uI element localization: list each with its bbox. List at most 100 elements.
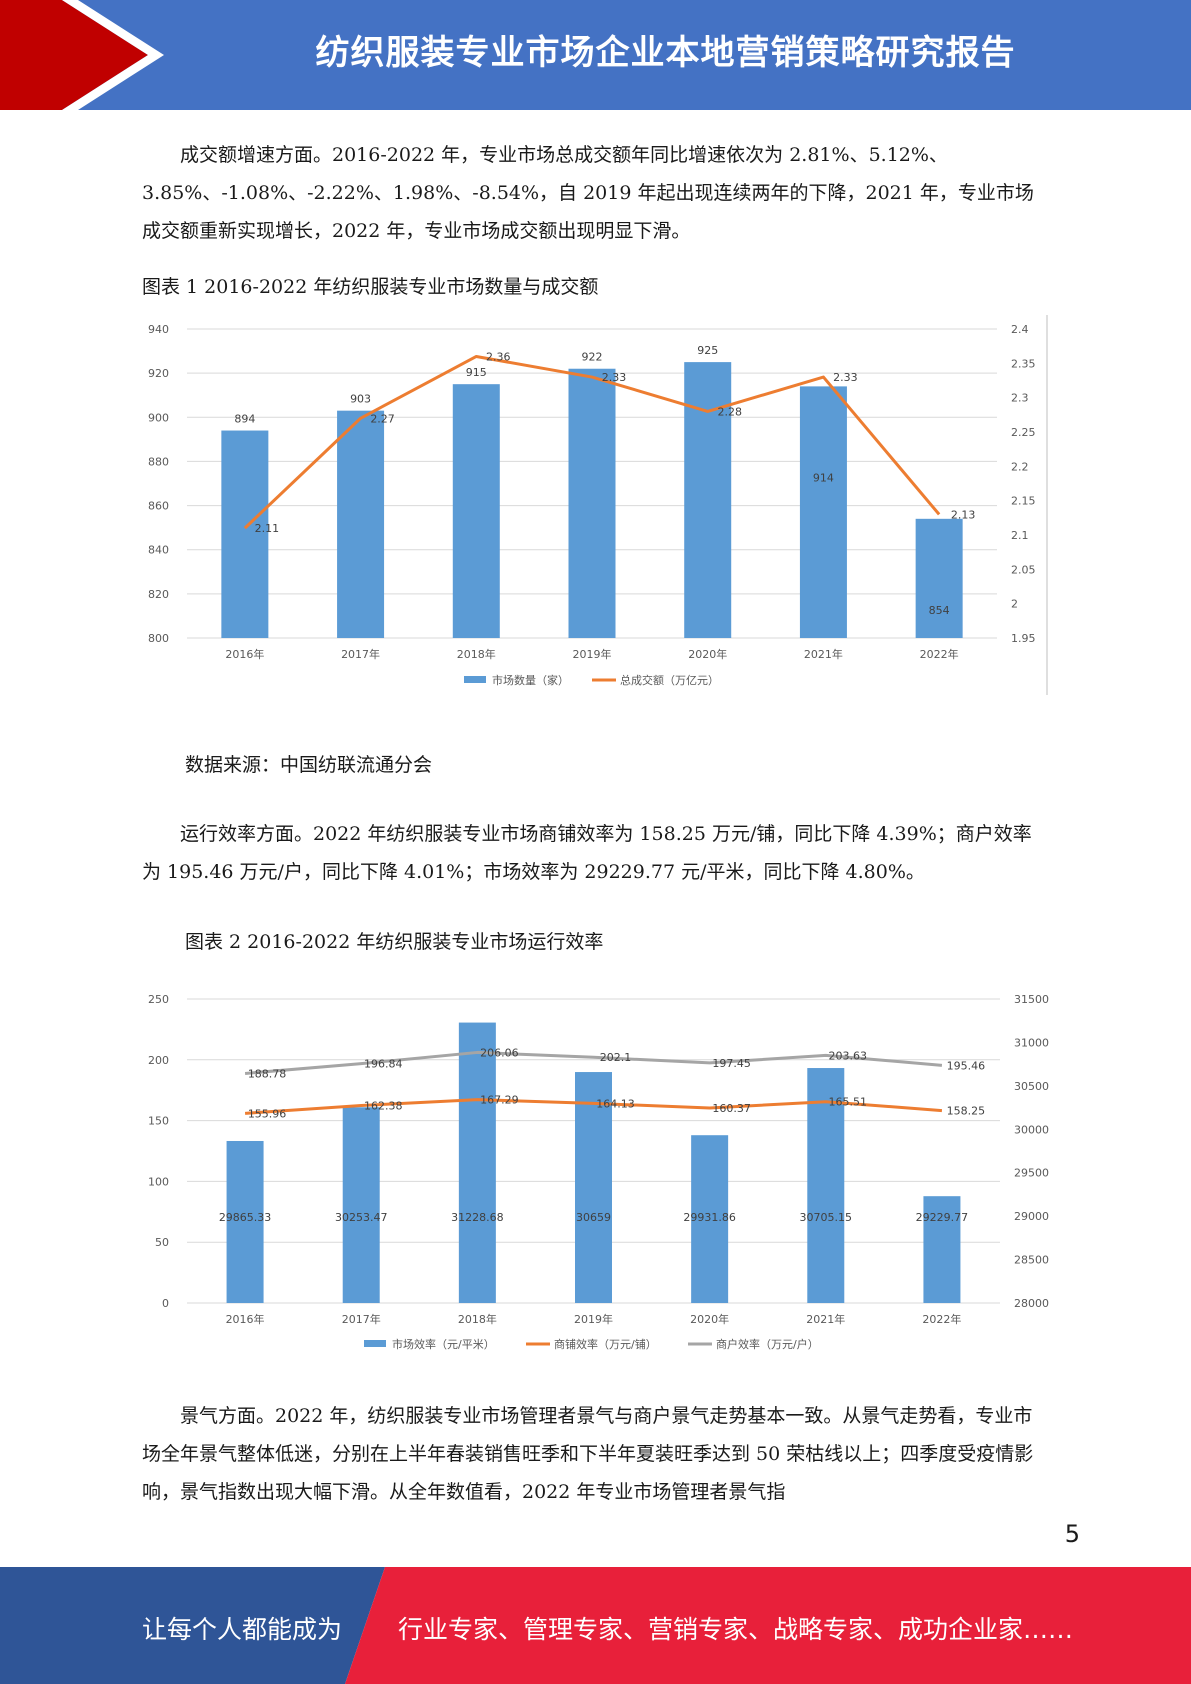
x-tick-label: 2016年 [225, 647, 264, 661]
bar-data-label: 29931.86 [683, 1211, 736, 1224]
y2-tick-label: 2.25 [1011, 426, 1036, 439]
x-tick-label: 2020年 [690, 1312, 729, 1326]
line-data-label: 158.25 [947, 1105, 986, 1118]
y2-tick-label: 2.4 [1011, 323, 1029, 336]
x-tick-label: 2018年 [458, 1312, 497, 1326]
bar-data-label: 30659 [576, 1211, 611, 1224]
x-tick-label: 2019年 [573, 647, 612, 661]
line-data-label: 162.38 [364, 1100, 403, 1113]
x-tick-label: 2018年 [457, 647, 496, 661]
footer-slogan-left: 让每个人都能成为 [142, 1615, 343, 1644]
y2-tick-label: 28000 [1014, 1297, 1049, 1310]
x-tick-label: 2020年 [688, 647, 727, 661]
bar [807, 1068, 845, 1303]
chart1-caption: 图表 1 2016-2022 年纺织服装专业市场数量与成交额 [142, 276, 599, 298]
y-tick-label: 250 [148, 993, 169, 1006]
bar-data-label: 30705.15 [800, 1211, 853, 1224]
bar [221, 430, 269, 638]
legend-label: 总成交额（万亿元） [620, 673, 719, 687]
y2-tick-label: 28500 [1014, 1254, 1049, 1267]
y2-tick-label: 2.2 [1011, 460, 1029, 473]
bar [923, 1196, 961, 1303]
bar [342, 1107, 380, 1303]
x-tick-label: 2017年 [342, 1312, 381, 1326]
x-tick-label: 2021年 [806, 1312, 845, 1326]
legend-label: 市场效率（元/平米） [392, 1337, 495, 1351]
y2-tick-label: 2.35 [1011, 357, 1036, 370]
page-footer [0, 1567, 1191, 1684]
bar [337, 410, 385, 638]
line-data-label: 167.29 [480, 1094, 519, 1107]
bar [452, 384, 500, 638]
bar-data-label: 894 [234, 413, 255, 426]
y-tick-label: 840 [148, 544, 169, 557]
y2-tick-label: 29500 [1014, 1167, 1049, 1180]
bar-data-label: 854 [929, 604, 950, 617]
line-data-label: 197.45 [712, 1057, 751, 1070]
line-data-label: 203.63 [829, 1049, 868, 1062]
header-title: 纺织服装专业市场企业本地营销策略研究报告 [315, 33, 1016, 73]
bar [799, 386, 847, 638]
line-data-label: 2.27 [370, 412, 395, 425]
x-tick-label: 2019年 [574, 1312, 613, 1326]
bar-data-label: 31228.68 [451, 1211, 504, 1224]
y2-tick-label: 31000 [1014, 1036, 1049, 1049]
chart2-svg: 0 50 100 150 200 250 28000 28500 29000 29500 30000… [148, 993, 1049, 1351]
bar [684, 362, 732, 638]
chart-operating-efficiency: 0 50 100 150 200 250 28000 28500 29000 29500 30000… [142, 985, 1052, 1360]
line-data-label: 160.37 [712, 1102, 751, 1115]
line-data-label: 165.51 [829, 1096, 868, 1109]
line-data-label: 195.46 [947, 1059, 986, 1072]
bar [568, 368, 616, 638]
bar [226, 1140, 264, 1303]
line-data-label: 196.84 [364, 1058, 403, 1071]
legend-label: 商户效率（万元/户） [716, 1337, 819, 1351]
line-data-label: 155.96 [248, 1107, 286, 1120]
series-line [243, 354, 941, 530]
line-data-label: 2.33 [833, 371, 858, 384]
line-data-label: 2.33 [602, 371, 627, 384]
y2-tick-label: 30500 [1014, 1080, 1049, 1093]
footer-background [0, 1567, 1191, 1684]
legend-swatch [464, 676, 486, 683]
y2-tick-label: 30000 [1014, 1123, 1049, 1136]
legend-label: 商铺效率（万元/铺） [554, 1337, 657, 1351]
line-data-label: 188.78 [248, 1067, 286, 1080]
bar [458, 1022, 496, 1303]
y2-tick-label: 2.15 [1011, 495, 1036, 508]
line-data-label: 2.13 [951, 508, 976, 521]
bar [575, 1072, 612, 1303]
series-line [244, 1050, 943, 1075]
y-tick-label: 820 [148, 588, 169, 601]
bar-data-label: 903 [350, 393, 371, 406]
x-tick-label: 2016年 [226, 1312, 265, 1326]
bar-data-label: 922 [582, 351, 603, 364]
paragraph-efficiency: 运行效率方面。2022 年纺织服装专业市场商铺效率为 158.25 万元/铺，同… [142, 823, 1032, 883]
y-tick-label: 0 [162, 1297, 169, 1310]
footer-slogan-right: 行业专家、管理专家、营销专家、战略专家、成功企业家…… [398, 1615, 1074, 1644]
line-data-label: 164.13 [596, 1097, 635, 1110]
x-tick-label: 2022年 [920, 647, 959, 661]
paragraph-growth: 成交额增速方面。2016-2022 年，专业市场总成交额年同比增速依次为 2.8… [142, 144, 1034, 242]
x-tick-label: 2022年 [922, 1312, 961, 1326]
y-tick-label: 50 [155, 1236, 169, 1249]
data-source: 数据来源：中国纺联流通分会 [185, 754, 433, 776]
bar-data-label: 914 [813, 471, 834, 484]
bar-data-label: 915 [466, 366, 487, 379]
x-tick-label: 2021年 [804, 647, 843, 661]
header-arrow-decoration [0, 0, 164, 110]
y-tick-label: 100 [148, 1175, 169, 1188]
bar-data-label: 925 [697, 344, 718, 357]
y-tick-label: 200 [148, 1054, 169, 1067]
line-data-label: 206.06 [480, 1046, 519, 1059]
chart-market-count-turnover: 800 820 840 860 880 900 920 940 1.95 2 2.05 2.1 2.15… [142, 315, 1052, 699]
bar [915, 518, 963, 638]
legend-swatch [364, 1340, 386, 1347]
x-tick-label: 2017年 [341, 647, 380, 661]
bar-data-label: 30253.47 [335, 1211, 388, 1224]
bar [691, 1135, 729, 1303]
bar-data-label: 29865.33 [219, 1211, 271, 1224]
y2-tick-label: 29000 [1014, 1210, 1049, 1223]
chart1-svg: 800 820 840 860 880 900 920 940 1.95 2 2.05 2.1 2.15… [148, 315, 1048, 699]
legend-label: 市场数量（家） [492, 673, 569, 687]
